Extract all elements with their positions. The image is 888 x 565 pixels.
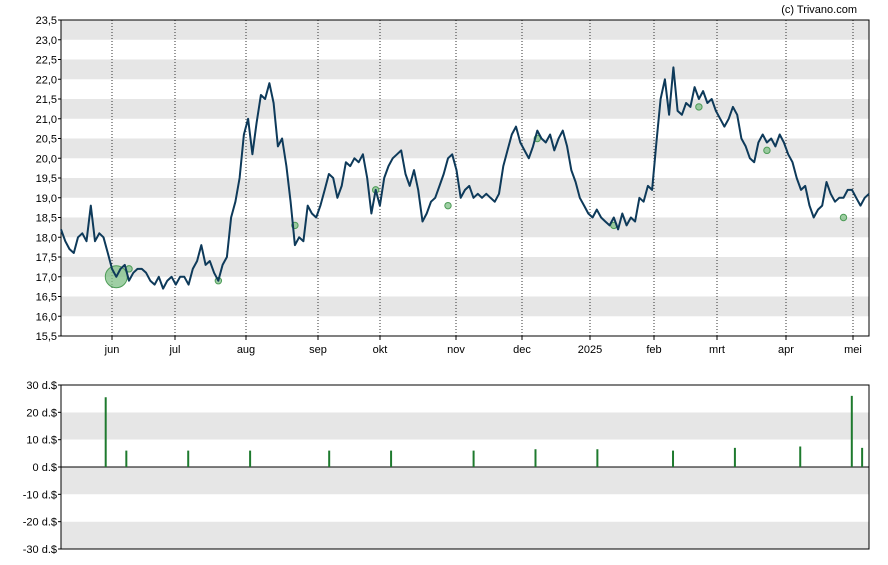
grid-band: [61, 257, 869, 277]
y-tick-label: 19,0: [36, 193, 57, 205]
y-tick-label: -20 d.$: [23, 517, 57, 529]
grid-band: [61, 138, 869, 159]
y-tick-label: 19,5: [36, 173, 57, 185]
y-tick-label: 0 d.$: [33, 462, 57, 474]
y-tick-label: 22,0: [36, 74, 57, 86]
y-tick-label: 21,0: [36, 114, 57, 126]
grid-band: [61, 99, 869, 119]
y-tick-label: 17,5: [36, 252, 57, 264]
dividend-chart: 30 d.$ 20 d.$ 10 d.$ 0 d.$ -10 d.$ -20 d.$ -30…: [23, 380, 870, 556]
y-tick-label: 16,5: [36, 292, 57, 304]
x-tick-label: apr: [778, 344, 794, 356]
x-tick-label: dec: [513, 344, 531, 356]
y-tick-label: 23,0: [36, 35, 57, 47]
y-tick-label: 18,0: [36, 232, 57, 244]
grid-band: [61, 296, 869, 317]
y-tick-label: 30 d.$: [26, 380, 57, 392]
y-tick-label: 23,5: [36, 15, 57, 27]
price-line: [60, 66, 870, 290]
price-chart: 15,5 16,0 16,5 17,0 17,5 18,0 18,5 19,0 19,5 20,0…: [36, 15, 870, 356]
x-tick-label: jun: [104, 344, 120, 356]
x-tick-label: sep: [309, 344, 327, 356]
y-tick-label: 10 d.$: [26, 435, 57, 447]
y-tick-label: 20 d.$: [26, 407, 57, 419]
x-tick-label: okt: [373, 344, 388, 356]
dividend-marker: [695, 103, 703, 111]
dividend-plot-frame: [60, 384, 870, 550]
x-tick-label: feb: [646, 344, 661, 356]
y-tick-label: 15,5: [36, 331, 57, 343]
price-plot-frame: [60, 19, 870, 337]
dividend-marker: [444, 201, 452, 210]
grid-band: [61, 20, 869, 40]
grid-band-light: [61, 439, 869, 467]
credit-text: (c) Trivano.com: [781, 4, 857, 16]
grid-band: [61, 412, 869, 440]
x-tick-label: nov: [447, 344, 465, 356]
y-tick-label: 16,0: [36, 311, 57, 323]
y-tick-label: 18,5: [36, 213, 57, 225]
dividend-marker: [839, 213, 848, 222]
y-tick-label: 22,5: [36, 55, 57, 67]
grid-band: [61, 217, 869, 238]
dividend-marker: [763, 146, 771, 155]
grid-band: [61, 521, 869, 549]
y-tick-label: 20,5: [36, 134, 57, 146]
y-tick-label: -30 d.$: [23, 544, 57, 556]
x-tick-label: mrt: [709, 344, 725, 356]
x-tick-label: jul: [168, 344, 180, 356]
y-tick-label: 20,0: [36, 153, 57, 165]
grid-band-light: [61, 385, 869, 413]
grid-band: [61, 178, 869, 198]
x-tick-label: 2025: [578, 344, 602, 356]
grid-band: [61, 59, 869, 80]
x-tick-label: mei: [844, 344, 862, 356]
grid-band-light: [61, 494, 869, 522]
y-tick-label: 17,0: [36, 272, 57, 284]
y-tick-label: -10 d.$: [23, 489, 57, 501]
grid-band: [61, 467, 869, 495]
y-tick-label: 21,5: [36, 94, 57, 106]
x-tick-label: aug: [237, 344, 255, 356]
